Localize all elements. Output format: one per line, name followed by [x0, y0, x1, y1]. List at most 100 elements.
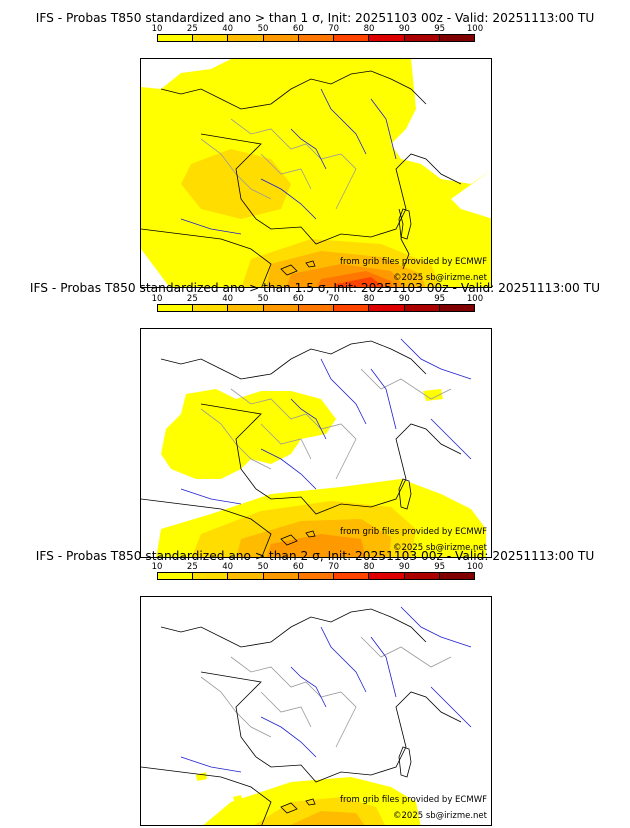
coastlines [141, 70, 462, 287]
corsica-outline [398, 478, 412, 510]
colorbar-tick-label: 25 [186, 24, 198, 34]
colorbar [157, 304, 475, 312]
colorbar [157, 572, 475, 580]
colorbar-tick-label: 100 [466, 294, 484, 304]
map-svg [141, 329, 491, 557]
colorbar-tick-label: 95 [434, 562, 446, 572]
balearic-outline [280, 530, 316, 546]
credit-grib: from grib files provided by ECMWF [340, 527, 487, 537]
credit-grib: from grib files provided by ECMWF [340, 257, 487, 267]
prob-area-below [141, 249, 170, 287]
colorbar-tick-label: 90 [398, 562, 410, 572]
colorbar-segment [369, 573, 405, 579]
rivers [180, 606, 472, 773]
colorbar-tick-label: 60 [292, 562, 304, 572]
probability-map: from grib files provided by ECMWF ©2025 … [140, 596, 492, 826]
panel-1: IFS - Probas T850 standardized ano > tha… [0, 10, 630, 288]
colorbar-segment [439, 305, 474, 311]
colorbar-segment [298, 305, 335, 311]
colorbar-tick-label: 100 [466, 562, 484, 572]
colorbar-tick-label: 25 [186, 562, 198, 572]
region-borders [200, 368, 452, 480]
colorbar-tick-label: 10 [151, 24, 163, 34]
prob-area-below [391, 59, 491, 184]
rivers [180, 88, 397, 235]
colorbar-segment [439, 35, 474, 41]
map-svg [141, 59, 491, 287]
colorbar [157, 34, 475, 42]
colorbar-segment [158, 305, 194, 311]
colorbar-tick-label: 90 [398, 24, 410, 34]
colorbar-tick-label: 95 [434, 24, 446, 34]
corsica-outline [398, 746, 412, 778]
colorbar-segment [193, 305, 229, 311]
colorbar-tick-label: 100 [466, 24, 484, 34]
coastlines [141, 340, 462, 557]
panel-title: IFS - Probas T850 standardized ano > tha… [35, 11, 595, 25]
colorbar-segment [439, 573, 474, 579]
probability-map: from grib files provided by ECMWF ©2025 … [140, 58, 492, 288]
colorbar-tick-label: 90 [398, 294, 410, 304]
colorbar-tick-label: 80 [363, 24, 375, 34]
colorbar-tick-label: 40 [222, 562, 234, 572]
colorbar-tick-label: 70 [328, 562, 340, 572]
colorbar-segment [228, 573, 264, 579]
panel-3: IFS - Probas T850 standardized ano > tha… [0, 548, 630, 826]
balearic-outline [280, 260, 316, 276]
colorbar-tick-label: 25 [186, 294, 198, 304]
colorbar-tick-label: 50 [257, 562, 269, 572]
colorbar-tick-label: 80 [363, 562, 375, 572]
prob-area-50 [266, 534, 366, 557]
colorbar-segment [158, 35, 194, 41]
colorbar-segment [334, 35, 370, 41]
colorbar-tick-label: 10 [151, 562, 163, 572]
colorbar-segment [404, 573, 440, 579]
credit-copyright: ©2025 sb@irizme.net [393, 811, 487, 821]
colorbar-segment [228, 305, 264, 311]
probability-map: from grib files provided by ECMWF ©2025 … [140, 328, 492, 558]
colorbar-segment [158, 573, 194, 579]
colorbar-segment [193, 573, 229, 579]
colorbar-segment [263, 35, 299, 41]
prob-area-below [141, 59, 231, 89]
colorbar-segment [298, 573, 335, 579]
panel-2: IFS - Probas T850 standardized ano > tha… [0, 280, 630, 558]
credit-grib: from grib files provided by ECMWF [340, 795, 487, 805]
prob-area-10 [196, 772, 243, 803]
colorbar-tick-label: 40 [222, 294, 234, 304]
rivers [180, 338, 472, 505]
coastlines [141, 608, 462, 825]
panel-title: IFS - Probas T850 standardized ano > tha… [35, 549, 595, 563]
region-borders [200, 636, 452, 748]
credit-copyright: ©2025 sb@irizme.net [393, 543, 487, 553]
prob-area-25 [181, 149, 291, 219]
colorbar-segment [404, 305, 440, 311]
colorbar-segment [263, 305, 299, 311]
colorbar-segment [369, 305, 405, 311]
colorbar-segment [298, 35, 335, 41]
prob-area-below [451, 170, 491, 219]
prob-area-10 [423, 389, 443, 401]
prob-area-40 [290, 811, 365, 825]
colorbar-tick-label: 80 [363, 294, 375, 304]
colorbar-tick-label: 60 [292, 294, 304, 304]
credit-copyright: ©2025 sb@irizme.net [393, 273, 487, 283]
balearic-outline [280, 798, 316, 814]
colorbar-tick-label: 40 [222, 24, 234, 34]
colorbar-tick-label: 50 [257, 294, 269, 304]
colorbar-segment [369, 35, 405, 41]
map-svg [141, 597, 491, 825]
colorbar-tick-label: 10 [151, 294, 163, 304]
panel-title: IFS - Probas T850 standardized ano > tha… [29, 281, 601, 295]
colorbar-segment [193, 35, 229, 41]
colorbar-segment [334, 573, 370, 579]
colorbar-segment [334, 305, 370, 311]
prob-area-70 [334, 277, 384, 287]
colorbar-tick-label: 60 [292, 24, 304, 34]
colorbar-segment [228, 35, 264, 41]
region-borders [200, 118, 357, 210]
colorbar-tick-label: 95 [434, 294, 446, 304]
colorbar-segment [263, 573, 299, 579]
colorbar-tick-label: 70 [328, 294, 340, 304]
colorbar-segment [404, 35, 440, 41]
